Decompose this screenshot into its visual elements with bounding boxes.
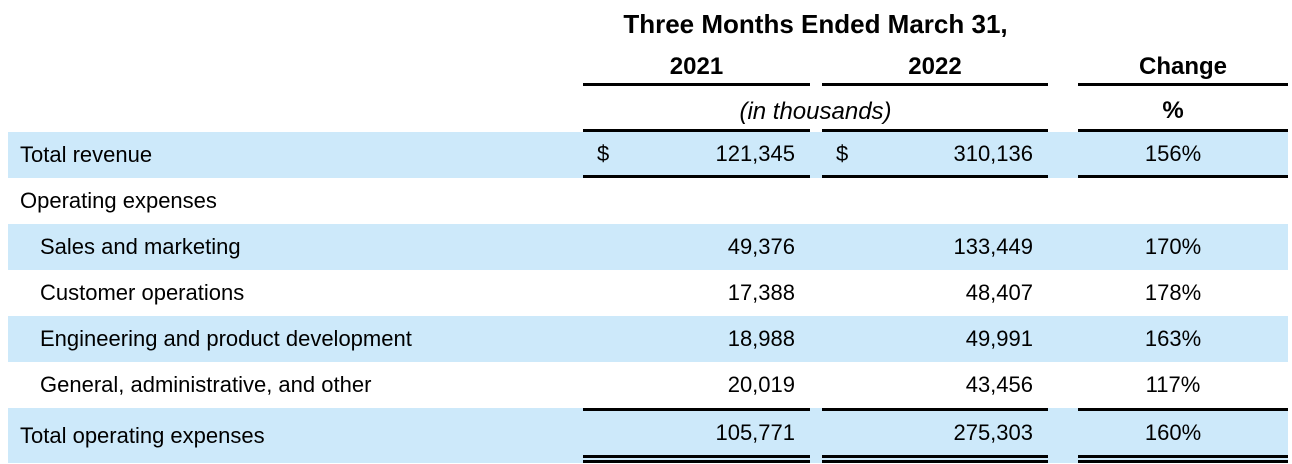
value-2022: 275,303 xyxy=(822,408,1048,463)
table-title: Three Months Ended March 31, xyxy=(623,8,1008,39)
change-value: 156% xyxy=(1078,132,1288,178)
value-2022: 49,991 xyxy=(822,316,1048,362)
value-2021: $ 121,345 xyxy=(583,132,810,178)
change-unit-header: % xyxy=(1078,86,1288,132)
amount: 105,771 xyxy=(715,420,795,445)
change-value: 163% xyxy=(1144,326,1202,351)
amount: 49,991 xyxy=(965,326,1033,351)
unit-note: (in thousands) xyxy=(739,98,892,125)
value-2022: 48,407 xyxy=(822,270,1048,316)
change-value: 117% xyxy=(1145,372,1201,397)
amount: 48,407 xyxy=(965,280,1033,305)
amount: 43,456 xyxy=(965,372,1033,397)
value-2021: 49,376 xyxy=(583,224,810,270)
table-row-engineering-product-development: Engineering and product development 18,9… xyxy=(8,316,1288,362)
dollar-sign: $ xyxy=(836,140,849,166)
amount: 20,019 xyxy=(727,372,795,397)
value-2021: 20,019 xyxy=(583,362,810,408)
change-value: 170% xyxy=(1144,234,1202,259)
table-row-operating-expenses-header: Operating expenses xyxy=(8,178,1288,224)
value-2021: 17,388 xyxy=(583,270,810,316)
row-label: Sales and marketing xyxy=(40,234,241,259)
column-header-2021: 2021 xyxy=(583,48,810,86)
table-row-sales-and-marketing: Sales and marketing 49,376 133,449 170% xyxy=(8,224,1288,270)
subheader-row: (in thousands) % xyxy=(8,86,1288,132)
column-header-change: Change xyxy=(1078,48,1288,86)
column-header-2022: 2022 xyxy=(822,48,1048,86)
amount: 275,303 xyxy=(953,420,1033,445)
amount: 133,449 xyxy=(953,234,1033,259)
row-label: General, administrative, and other xyxy=(40,372,372,397)
value-2022: 43,456 xyxy=(822,362,1048,408)
table-row-customer-operations: Customer operations 17,388 48,407 178% xyxy=(8,270,1288,316)
value-2021: 105,771 xyxy=(583,408,810,463)
row-label: Total revenue xyxy=(20,142,153,167)
row-label: Total operating expenses xyxy=(20,422,265,448)
table-row-general-administrative-other: General, administrative, and other 20,01… xyxy=(8,362,1288,408)
amount: 310,136 xyxy=(953,140,1033,166)
amount: 18,988 xyxy=(727,326,795,351)
row-label: Customer operations xyxy=(40,280,245,305)
change-value: 178% xyxy=(1144,280,1202,305)
change-value: 160% xyxy=(1078,408,1288,463)
table-title-row: Three Months Ended March 31, xyxy=(8,0,1288,48)
amount: 17,388 xyxy=(727,280,795,305)
value-2021: 18,988 xyxy=(583,316,810,362)
row-label: Operating expenses xyxy=(20,188,217,213)
value-2022: $ 310,136 xyxy=(822,132,1048,178)
table-row-total-revenue: Total revenue $ 121,345 $ 310,136 156% xyxy=(8,132,1288,178)
rule-under-thousands-2022 xyxy=(822,86,1048,132)
table-row-total-operating-expenses: Total operating expenses 105,771 275,303… xyxy=(8,408,1288,463)
dollar-sign: $ xyxy=(597,140,610,166)
rule-under-thousands-2021 xyxy=(583,86,810,132)
amount: 121,345 xyxy=(715,140,795,166)
row-label: Engineering and product development xyxy=(40,326,412,351)
column-header-row: 2021 2022 Change xyxy=(8,48,1288,86)
amount: 49,376 xyxy=(727,234,795,259)
value-2022: 133,449 xyxy=(822,224,1048,270)
